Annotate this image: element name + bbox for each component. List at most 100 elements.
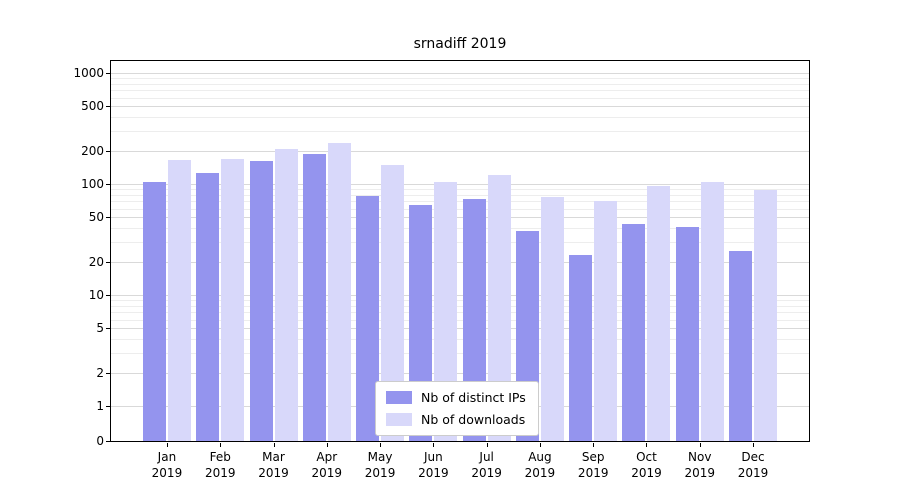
y-tick-mark (106, 441, 110, 442)
legend: Nb of distinct IPs Nb of downloads (375, 381, 539, 436)
chart-title: srnadiff 2019 (413, 36, 507, 52)
x-tick-mark (380, 443, 382, 447)
x-tick-mark (486, 443, 488, 447)
x-axis: Jan 2019 Feb 2019 Mar 2019 Apr 2019 May 2019… (111, 443, 809, 493)
bar-distinct-ips-jan (142, 181, 166, 441)
x-tick-label: Feb 2019 (204, 450, 236, 480)
x-tick-label: Oct 2019 (631, 450, 662, 480)
bar-distinct-ips-dec (729, 250, 753, 441)
legend-item-distinct-ips: Nb of distinct IPs (386, 390, 526, 405)
bar-distinct-ips-sep (569, 254, 593, 441)
x-tick-label: Mar 2019 (258, 450, 289, 480)
bar-downloads-oct (647, 186, 671, 441)
gridline (111, 353, 809, 355)
gridline (111, 312, 809, 314)
bar-downloads-dec (754, 189, 778, 441)
gridline (111, 300, 809, 302)
gridline (111, 208, 809, 210)
y-tick-label: 1000 (73, 66, 104, 80)
y-tick-label: 500 (81, 99, 104, 114)
y-tick-label: 5 (96, 321, 104, 336)
x-tick-mark (646, 443, 648, 447)
y-tick-mark (106, 406, 110, 407)
gridline (111, 83, 809, 85)
bar-distinct-ips-oct (622, 223, 646, 441)
x-tick-mark (433, 443, 435, 447)
x-tick-label: Nov 2019 (684, 450, 716, 480)
legend-swatch-downloads (386, 413, 412, 426)
x-tick-mark (326, 443, 328, 447)
gridline (111, 305, 809, 307)
bar-downloads-jan (167, 159, 191, 441)
gridline (111, 131, 809, 133)
y-tick-mark (106, 73, 110, 74)
y-tick-mark (106, 217, 110, 219)
gridline (111, 295, 809, 296)
y-tick-label: 2 (96, 365, 104, 380)
y-tick-label: 50 (88, 210, 104, 225)
y-tick-mark (106, 184, 110, 185)
bar-distinct-ips-apr (302, 153, 326, 441)
y-tick-label: 100 (81, 177, 104, 191)
bar-downloads-nov (700, 181, 724, 441)
x-tick-label: Jan 2019 (151, 450, 183, 480)
bar-distinct-ips-feb (196, 173, 220, 441)
gridline (111, 90, 809, 92)
y-tick-mark (106, 372, 110, 374)
x-tick-mark (699, 443, 701, 447)
gridline (111, 117, 809, 119)
y-tick-label: 1 (96, 399, 104, 413)
y-tick-label: 0 (96, 434, 104, 448)
bar-downloads-apr (327, 142, 351, 441)
x-tick-label: Aug 2019 (524, 450, 556, 480)
x-tick-mark (273, 443, 275, 447)
x-tick-mark (220, 443, 222, 447)
gridline (111, 328, 809, 330)
x-tick-mark (539, 443, 541, 447)
y-tick-label: 200 (81, 143, 104, 158)
gridline (111, 106, 809, 108)
y-tick-label: 20 (88, 254, 104, 269)
gridline (111, 78, 809, 80)
bar-downloads-feb (221, 159, 245, 441)
x-tick-label: Dec 2019 (737, 450, 769, 480)
legend-swatch-distinct-ips (386, 391, 412, 404)
plot-area: Nb of distinct IPs Nb of downloads (110, 60, 810, 442)
bar-downloads-sep (594, 200, 618, 441)
legend-label-distinct-ips: Nb of distinct IPs (421, 390, 526, 405)
x-tick-mark (166, 443, 168, 447)
x-tick-mark (593, 443, 595, 447)
y-tick-mark (106, 328, 110, 330)
legend-label-downloads: Nb of downloads (421, 412, 526, 427)
y-tick-mark (106, 261, 110, 263)
x-tick-label: Apr 2019 (311, 450, 343, 480)
y-tick-mark (106, 150, 110, 152)
gridline (111, 189, 809, 191)
bar-distinct-ips-jul (462, 198, 486, 441)
legend-item-downloads: Nb of downloads (386, 412, 526, 427)
y-tick-mark (106, 106, 110, 108)
bar-distinct-ips-may (356, 195, 380, 441)
gridline (111, 184, 809, 185)
gridline (111, 242, 809, 244)
x-tick-label: Jun 2019 (418, 450, 449, 480)
gridline (111, 201, 809, 203)
gridline (111, 73, 809, 74)
bar-downloads-aug (540, 197, 564, 441)
x-tick-mark (753, 443, 755, 447)
y-tick-mark (106, 295, 110, 296)
gridline (111, 150, 809, 152)
gridline (111, 372, 809, 374)
gridline (111, 217, 809, 219)
gridline (111, 228, 809, 230)
y-axis: 0 1 2 5 10 20 50 100 200 500 1000 (0, 61, 104, 448)
x-tick-label: Sep 2019 (577, 450, 609, 480)
x-tick-label: May 2019 (364, 450, 396, 480)
bar-downloads-may (381, 165, 405, 441)
bar-distinct-ips-nov (675, 226, 699, 441)
gridline (111, 261, 809, 263)
y-tick-label: 10 (88, 288, 104, 302)
bar-distinct-ips-mar (249, 161, 273, 441)
gridline (111, 194, 809, 196)
